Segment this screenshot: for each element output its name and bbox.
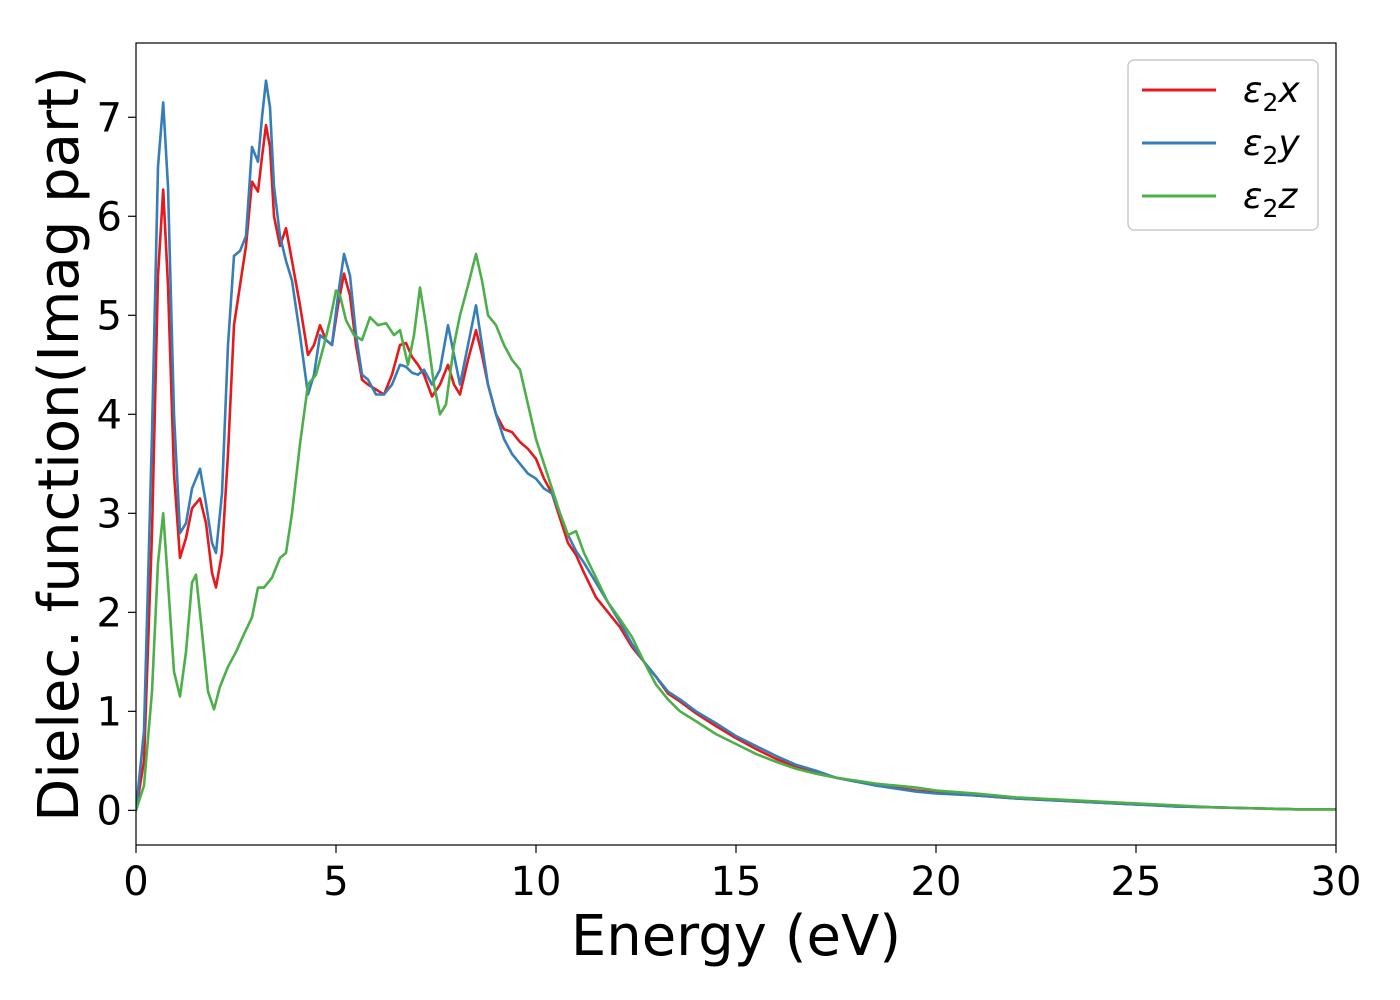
y-tick-label: 6 bbox=[97, 194, 122, 240]
y-tick-label: 5 bbox=[97, 293, 122, 339]
series-lines bbox=[136, 79, 1336, 812]
y-tick-label: 2 bbox=[97, 590, 122, 636]
legend-label-z: ε2z bbox=[1243, 176, 1298, 223]
legend-label-x: ε2x bbox=[1243, 70, 1300, 117]
y-tick-label: 4 bbox=[97, 392, 122, 438]
y-tick-label: 7 bbox=[97, 95, 122, 141]
x-tick-label: 30 bbox=[1311, 859, 1362, 905]
plot-area bbox=[136, 79, 1336, 812]
series-line-y bbox=[136, 79, 1336, 812]
legend-label-y: ε2y bbox=[1243, 123, 1300, 170]
series-line-x bbox=[136, 123, 1336, 812]
legend-box bbox=[1127, 59, 1319, 231]
y-tick-label: 3 bbox=[97, 491, 122, 537]
x-tick-label: 10 bbox=[511, 859, 562, 905]
x-tick-label: 0 bbox=[123, 859, 148, 905]
x-tick-label: 25 bbox=[1111, 859, 1162, 905]
axes: 0 5 10 15 20 25 30 0 1 2 3 4 5 6 7 bbox=[97, 42, 1362, 905]
legend: ε2x ε2y ε2z bbox=[1127, 59, 1319, 231]
y-tick-label: 1 bbox=[97, 689, 122, 735]
x-tick-label: 15 bbox=[711, 859, 762, 905]
x-tick-label: 5 bbox=[323, 859, 348, 905]
y-axis-label: Dielec. function(Imag part) bbox=[27, 66, 92, 822]
series-line-z bbox=[136, 252, 1336, 812]
x-tick-label: 20 bbox=[911, 859, 962, 905]
x-axis-label: Energy (eV) bbox=[571, 904, 901, 969]
y-tick-label: 0 bbox=[97, 788, 122, 834]
